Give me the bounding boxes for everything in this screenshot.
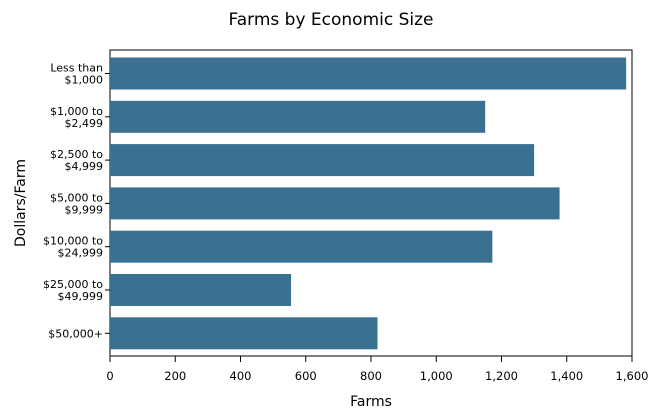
y-tick-label: $24,999 — [58, 247, 104, 260]
bar — [110, 274, 292, 306]
bar — [110, 230, 493, 263]
bar — [110, 317, 378, 350]
y-tick-label: $1,000 — [65, 74, 104, 87]
x-axis-ticks: 0 200 400 600 800 1,000 1,200 1,400 1,600 — [106, 356, 648, 383]
x-tick-label: 0 — [106, 369, 113, 383]
x-tick-label: 1,200 — [485, 369, 518, 383]
y-tick-label: $2,500 to — [50, 148, 103, 161]
y-tick-label: $9,999 — [65, 203, 104, 216]
y-tick-labels: Less than$1,000$1,000 to$2,499$2,500 to$… — [43, 62, 110, 340]
y-tick-label: Less than — [50, 62, 103, 75]
x-tick-label: 800 — [360, 369, 382, 383]
bar — [110, 57, 627, 90]
y-tick-label: $50,000+ — [48, 327, 103, 340]
x-tick-label: 200 — [164, 369, 186, 383]
bar — [110, 144, 535, 177]
y-tick-label: $2,499 — [65, 117, 104, 130]
bar — [110, 100, 486, 133]
y-tick-label: $25,000 to — [43, 278, 103, 291]
y-tick-label: $5,000 to — [50, 191, 103, 204]
bar — [110, 187, 560, 220]
x-tick-label: 1,400 — [550, 369, 583, 383]
x-tick-label: 400 — [230, 369, 252, 383]
bars-group — [110, 57, 627, 350]
x-tick-label: 1,600 — [616, 369, 649, 383]
y-tick-label: $49,999 — [58, 290, 104, 303]
y-axis-title: Dollars/Farm — [13, 159, 29, 247]
y-tick-label: $1,000 to — [50, 105, 103, 118]
chart-title: Farms by Economic Size — [229, 10, 434, 30]
x-tick-label: 600 — [295, 369, 317, 383]
x-axis-title: Farms — [350, 394, 392, 409]
y-tick-label: $10,000 to — [43, 235, 103, 248]
y-tick-label: $4,999 — [65, 160, 104, 173]
x-tick-label: 1,000 — [420, 369, 453, 383]
